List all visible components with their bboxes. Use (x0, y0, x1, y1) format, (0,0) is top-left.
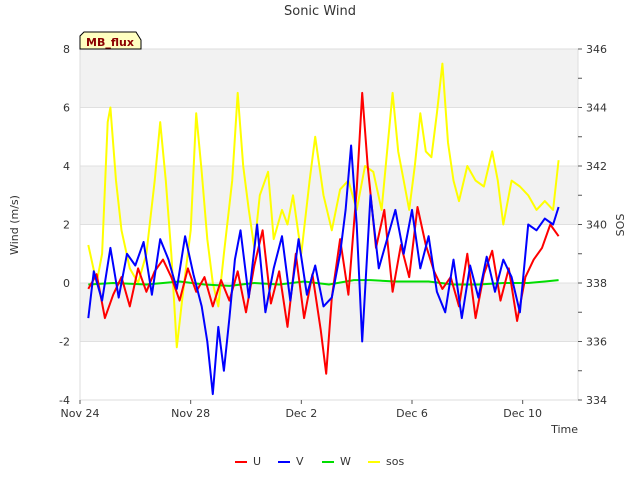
x-tick-label: Nov 28 (171, 407, 210, 420)
badge-box (79, 31, 142, 50)
series-line-w (88, 279, 559, 287)
plot-band (80, 341, 578, 400)
y2-tick-label: 344 (586, 102, 607, 115)
y-tick-label: -4 (59, 394, 70, 407)
x-tick-label: Dec 10 (503, 407, 542, 420)
plot-band (80, 107, 578, 166)
series-layer (87, 62, 560, 396)
legend-label-sos: sos (386, 455, 404, 468)
y2-tick-label: 336 (586, 336, 607, 349)
y2-axis-label: SOS (614, 214, 627, 237)
y2-tick-label: 346 (586, 43, 607, 56)
y-axis-right: 334 336 338 340 342 344 346 (578, 43, 607, 407)
y-tick-label: 8 (63, 43, 70, 56)
y-axis-left: -4 -2 0 2 4 6 8 (59, 43, 70, 407)
x-tick-label: Nov 24 (61, 407, 100, 420)
x-tick-label: Dec 6 (396, 407, 428, 420)
y2-tick-label: 340 (586, 219, 607, 232)
legend-label-u: U (253, 455, 261, 468)
y2-tick-label: 334 (586, 394, 607, 407)
chart-title: Sonic Wind (284, 4, 356, 19)
y2-tick-label: 338 (586, 277, 607, 290)
legend-label-v: V (296, 455, 304, 468)
badge-label: MB_flux (86, 36, 134, 49)
y2-tick-label: 342 (586, 160, 607, 173)
mb-flux-badge: MB_flux (79, 31, 142, 50)
x-axis: Nov 24 Nov 28 Dec 2 Dec 6 Dec 10 (61, 400, 542, 420)
series-line-sos (87, 62, 560, 349)
y-axis-label: Wind (m/s) (8, 195, 21, 255)
y-tick-label: 0 (63, 277, 70, 290)
y-tick-label: 4 (63, 160, 70, 173)
legend-label-w: W (340, 455, 351, 468)
y-tick-label: -2 (59, 336, 70, 349)
x-tick-label: Dec 2 (285, 407, 317, 420)
x-axis-label: Time (550, 423, 578, 436)
y-tick-label: 2 (63, 219, 70, 232)
series-line-v (87, 144, 560, 396)
plot-band (80, 49, 578, 108)
y-tick-label: 6 (63, 102, 70, 115)
series-line-u (87, 91, 560, 375)
